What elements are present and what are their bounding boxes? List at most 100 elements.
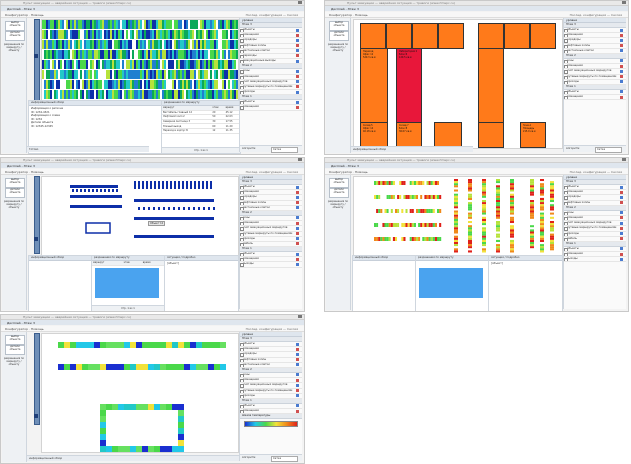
col-header[interactable]: маршрут — [162, 106, 212, 111]
checkbox[interactable] — [240, 85, 244, 90]
checkbox[interactable] — [240, 410, 244, 414]
checkbox[interactable] — [240, 80, 244, 84]
col-header[interactable]: маршрут — [92, 261, 123, 266]
layer-item[interactable]: объекты — [240, 404, 302, 410]
checkbox[interactable] — [240, 216, 244, 221]
zoom-slider[interactable] — [34, 333, 40, 425]
layer-group[interactable]: Этаж 3 — [564, 180, 626, 185]
layer-item[interactable]: выходы — [240, 262, 302, 268]
checkbox[interactable] — [564, 258, 568, 262]
checkbox[interactable] — [240, 191, 244, 195]
col-header[interactable]: этаж — [211, 106, 225, 111]
layer-item[interactable]: объекты — [240, 342, 302, 348]
layer-item[interactable]: проходы — [564, 232, 626, 237]
layer-group[interactable]: Этаж 1 — [240, 247, 302, 253]
checkbox[interactable] — [240, 206, 244, 210]
floor-plan-canvas[interactable] — [41, 333, 239, 453]
layer-item[interactable]: проходы — [240, 90, 302, 96]
checkbox[interactable] — [240, 242, 244, 247]
layer-item[interactable]: помещения — [240, 257, 302, 263]
layer-group[interactable]: Этаж 1 — [564, 241, 626, 247]
checkbox[interactable] — [240, 358, 244, 362]
layer-group[interactable]: Этаж 3 — [564, 23, 626, 28]
layer-item[interactable]: проходы — [564, 80, 626, 85]
layer-item[interactable]: зоны — [240, 216, 302, 222]
checkbox[interactable] — [240, 258, 244, 262]
table-row[interactable]: Лифтовой холл 2 50 22.03 — [162, 114, 240, 120]
layer-item[interactable]: путевые маршруты по помещениям — [240, 389, 302, 394]
room-block[interactable]: Склад 7 Блок В 36.07 кв.м — [396, 122, 422, 148]
room-block[interactable] — [360, 23, 386, 49]
checkbox[interactable] — [240, 232, 244, 236]
layer-item[interactable]: лестничные клетки — [240, 206, 302, 211]
floor-plan-canvas[interactable]: Объект 12 — [41, 176, 239, 256]
layer-item[interactable]: коридоры — [564, 38, 626, 44]
menu-items[interactable]: Конфигуратор · Помощь — [5, 170, 44, 174]
room-block[interactable]: Склад 5 Офис 14 40.18 кв.м — [360, 122, 388, 148]
checkbox[interactable] — [240, 29, 244, 33]
layer-item[interactable]: помещения — [240, 33, 302, 39]
checkbox[interactable] — [564, 186, 568, 190]
select-object-button[interactable]: выбор объекта — [5, 21, 25, 31]
checkbox[interactable] — [564, 70, 568, 74]
layer-item[interactable]: помещения — [240, 378, 302, 384]
checkbox[interactable] — [240, 34, 244, 38]
checkbox[interactable] — [240, 348, 244, 352]
table-row[interactable]: Вестибюль главный 12 20 45.12 — [162, 110, 240, 116]
layer-item[interactable]: зоны — [240, 373, 302, 379]
layer-item[interactable]: помещения — [564, 252, 626, 258]
layer-item[interactable]: лестничные клетки — [240, 363, 302, 368]
layer-item[interactable]: выходы — [564, 257, 626, 263]
object-details-button[interactable]: детали объекта — [5, 188, 25, 198]
checkbox[interactable] — [240, 263, 244, 267]
checkbox[interactable] — [564, 253, 568, 257]
checkbox[interactable] — [240, 404, 244, 409]
tab-display[interactable]: Дисплей - Этаж 3 — [7, 321, 35, 325]
checkbox[interactable] — [240, 39, 244, 43]
layer-item[interactable]: помещения — [240, 347, 302, 353]
layer-item[interactable]: помещения — [564, 216, 626, 222]
checkbox[interactable] — [240, 353, 244, 357]
layer-item[interactable]: объекты — [564, 90, 626, 96]
layer-item[interactable]: объекты — [564, 185, 626, 191]
checkbox[interactable] — [240, 237, 244, 241]
layer-item[interactable]: объекты — [240, 100, 302, 106]
selection-area[interactable] — [419, 268, 483, 298]
object-details-button[interactable]: детали объекта — [5, 31, 25, 41]
floor-plan-canvas[interactable]: Переход Офис 12 520.3 кв.м Лаборатория 2… — [353, 19, 563, 149]
room-block[interactable] — [438, 23, 464, 49]
layer-item[interactable]: лестничные клетки — [240, 49, 302, 54]
checkbox[interactable] — [240, 186, 244, 190]
select-object-button[interactable]: выбор объекта — [329, 178, 349, 188]
checkbox[interactable] — [564, 196, 568, 200]
layer-group[interactable]: Этаж 2 — [240, 210, 302, 216]
layer-item[interactable]: проходы — [240, 237, 302, 242]
zoom-slider[interactable] — [34, 176, 40, 254]
layer-item[interactable]: учёт эвакуационных маршрутов — [564, 69, 626, 75]
menu-right[interactable]: Послед. конфигурация — Сессия — [245, 170, 298, 174]
layer-item[interactable]: лифтовые холлы — [564, 201, 626, 206]
room-block[interactable]: Зона А Площадь 215.0 кв.м — [520, 122, 546, 148]
layer-item[interactable]: объекты — [564, 247, 626, 253]
menu-right[interactable]: Послед. конфигурация — Сессия — [245, 327, 298, 331]
layer-item[interactable]: зоны — [564, 211, 626, 216]
layer-item[interactable]: коридоры — [240, 195, 302, 201]
layer-group[interactable]: Этаж 1 — [564, 84, 626, 90]
layer-item[interactable]: мебель — [564, 237, 626, 242]
layer-item[interactable]: учёт эвакуационных маршрутов — [240, 226, 302, 232]
floor-plan-canvas[interactable] — [41, 19, 239, 101]
checkbox[interactable] — [564, 247, 568, 252]
checkbox[interactable] — [240, 363, 244, 367]
pager[interactable]: Стр. 1 из 1 — [162, 147, 240, 153]
layer-item[interactable]: помещения — [564, 64, 626, 70]
algorithm-select[interactable]: Сетка — [271, 147, 298, 153]
layer-group[interactable]: Этаж 2 — [564, 205, 626, 211]
checkbox[interactable] — [240, 49, 244, 53]
zoom-knob[interactable] — [34, 414, 38, 418]
algorithm-select[interactable]: Сетка — [595, 147, 622, 153]
checkbox[interactable] — [564, 80, 568, 84]
checkbox[interactable] — [240, 44, 244, 48]
col-header[interactable]: этаж — [122, 261, 142, 266]
checkbox[interactable] — [564, 237, 568, 241]
menu-right[interactable]: Послед. конфигурация — Сессия — [569, 13, 622, 17]
